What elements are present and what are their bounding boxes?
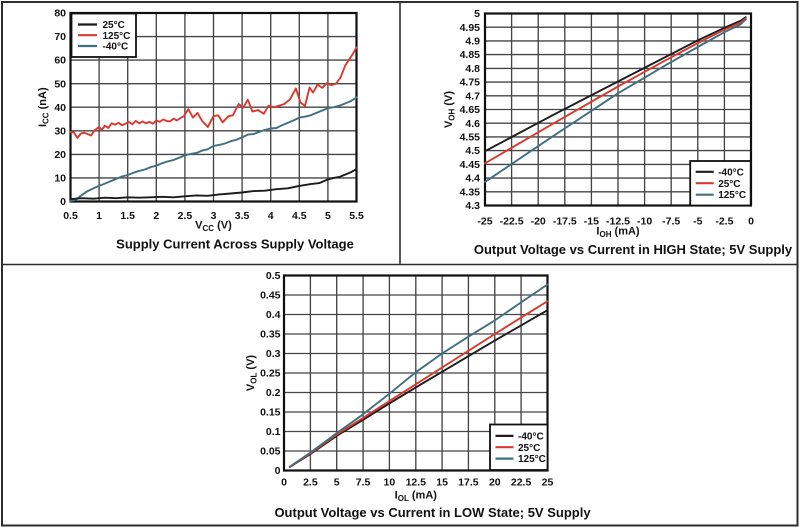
svg-text:4.4: 4.4 [465, 173, 480, 185]
svg-text:80: 80 [54, 8, 66, 20]
svg-text:10: 10 [54, 173, 66, 185]
svg-text:-40°C: -40°C [103, 42, 129, 53]
svg-text:5: 5 [334, 477, 340, 489]
svg-text:25: 25 [542, 477, 554, 489]
svg-text:20: 20 [489, 477, 501, 489]
svg-text:Supply Current Across Supply V: Supply Current Across Supply Voltage [116, 237, 354, 252]
svg-text:22.5: 22.5 [511, 477, 532, 489]
svg-text:0.2: 0.2 [266, 387, 281, 399]
svg-text:0: 0 [60, 196, 66, 208]
svg-text:10: 10 [384, 477, 396, 489]
svg-text:0.45: 0.45 [260, 290, 281, 302]
svg-text:4.95: 4.95 [460, 22, 481, 34]
svg-text:4.35: 4.35 [460, 186, 481, 198]
svg-text:5.5: 5.5 [349, 210, 364, 222]
svg-text:VCC (V): VCC (V) [195, 220, 232, 234]
svg-text:-40°C: -40°C [718, 167, 744, 178]
svg-text:-17.5: -17.5 [553, 216, 577, 228]
svg-text:15: 15 [436, 477, 448, 489]
svg-text:125°C: 125°C [718, 190, 746, 201]
svg-text:60: 60 [54, 55, 66, 67]
svg-text:20: 20 [54, 149, 66, 161]
svg-text:-7.5: -7.5 [662, 216, 680, 228]
svg-text:0.5: 0.5 [266, 270, 281, 282]
svg-text:1: 1 [96, 210, 102, 222]
svg-text:-40°C: -40°C [518, 431, 544, 442]
svg-text:0.35: 0.35 [260, 329, 281, 341]
svg-text:-2.5: -2.5 [715, 216, 733, 228]
svg-text:4.3: 4.3 [465, 200, 480, 212]
svg-text:12.5: 12.5 [406, 477, 427, 489]
svg-text:4.45: 4.45 [460, 159, 481, 171]
svg-text:2.5: 2.5 [178, 210, 193, 222]
svg-text:5: 5 [325, 210, 331, 222]
svg-text:-22.5: -22.5 [500, 216, 524, 228]
svg-text:0.05: 0.05 [260, 446, 281, 458]
svg-text:17.5: 17.5 [458, 477, 479, 489]
svg-text:4.75: 4.75 [460, 77, 481, 89]
svg-text:7.5: 7.5 [356, 477, 371, 489]
svg-text:1.5: 1.5 [120, 210, 135, 222]
svg-text:5: 5 [474, 8, 480, 20]
svg-text:-10: -10 [637, 216, 652, 228]
svg-text:4.9: 4.9 [465, 36, 480, 48]
svg-text:4.55: 4.55 [460, 132, 481, 144]
svg-text:VOH (V): VOH (V) [443, 91, 457, 128]
svg-text:Output Voltage vs Current in H: Output Voltage vs Current in HIGH State;… [474, 242, 793, 257]
svg-text:-15: -15 [584, 216, 599, 228]
svg-text:125°C: 125°C [518, 454, 546, 465]
svg-text:0: 0 [275, 465, 281, 477]
svg-text:-12.5: -12.5 [606, 216, 630, 228]
svg-text:4.6: 4.6 [465, 118, 480, 130]
svg-text:30: 30 [54, 125, 66, 137]
svg-text:4.65: 4.65 [460, 104, 481, 116]
svg-text:2: 2 [153, 210, 159, 222]
svg-text:25°C: 25°C [518, 443, 540, 454]
svg-text:125°C: 125°C [103, 31, 131, 42]
svg-text:2.5: 2.5 [303, 477, 318, 489]
svg-text:4.85: 4.85 [460, 49, 481, 61]
svg-text:0.15: 0.15 [260, 407, 281, 419]
svg-text:0: 0 [281, 477, 287, 489]
svg-text:50: 50 [54, 78, 66, 90]
svg-text:70: 70 [54, 31, 66, 43]
svg-text:VOL (V): VOL (V) [245, 355, 259, 392]
svg-text:0.4: 0.4 [266, 309, 281, 321]
svg-text:Output Voltage vs Current in L: Output Voltage vs Current in LOW State; … [274, 505, 591, 520]
svg-text:0: 0 [748, 216, 754, 228]
svg-text:4.7: 4.7 [465, 90, 480, 102]
svg-text:0.25: 0.25 [260, 368, 281, 380]
svg-text:3.5: 3.5 [235, 210, 250, 222]
svg-text:25°C: 25°C [718, 179, 740, 190]
svg-text:3: 3 [211, 210, 217, 222]
svg-text:0.5: 0.5 [63, 210, 78, 222]
svg-text:0.3: 0.3 [266, 348, 281, 360]
svg-text:-20: -20 [531, 216, 546, 228]
svg-text:40: 40 [54, 102, 66, 114]
svg-text:4.8: 4.8 [465, 63, 480, 75]
svg-text:0.1: 0.1 [266, 426, 281, 438]
svg-text:-25: -25 [477, 216, 492, 228]
svg-text:4: 4 [268, 210, 274, 222]
svg-text:-5: -5 [693, 216, 702, 228]
svg-text:25°C: 25°C [103, 20, 125, 31]
svg-text:4.5: 4.5 [292, 210, 307, 222]
svg-text:4.5: 4.5 [465, 145, 480, 157]
